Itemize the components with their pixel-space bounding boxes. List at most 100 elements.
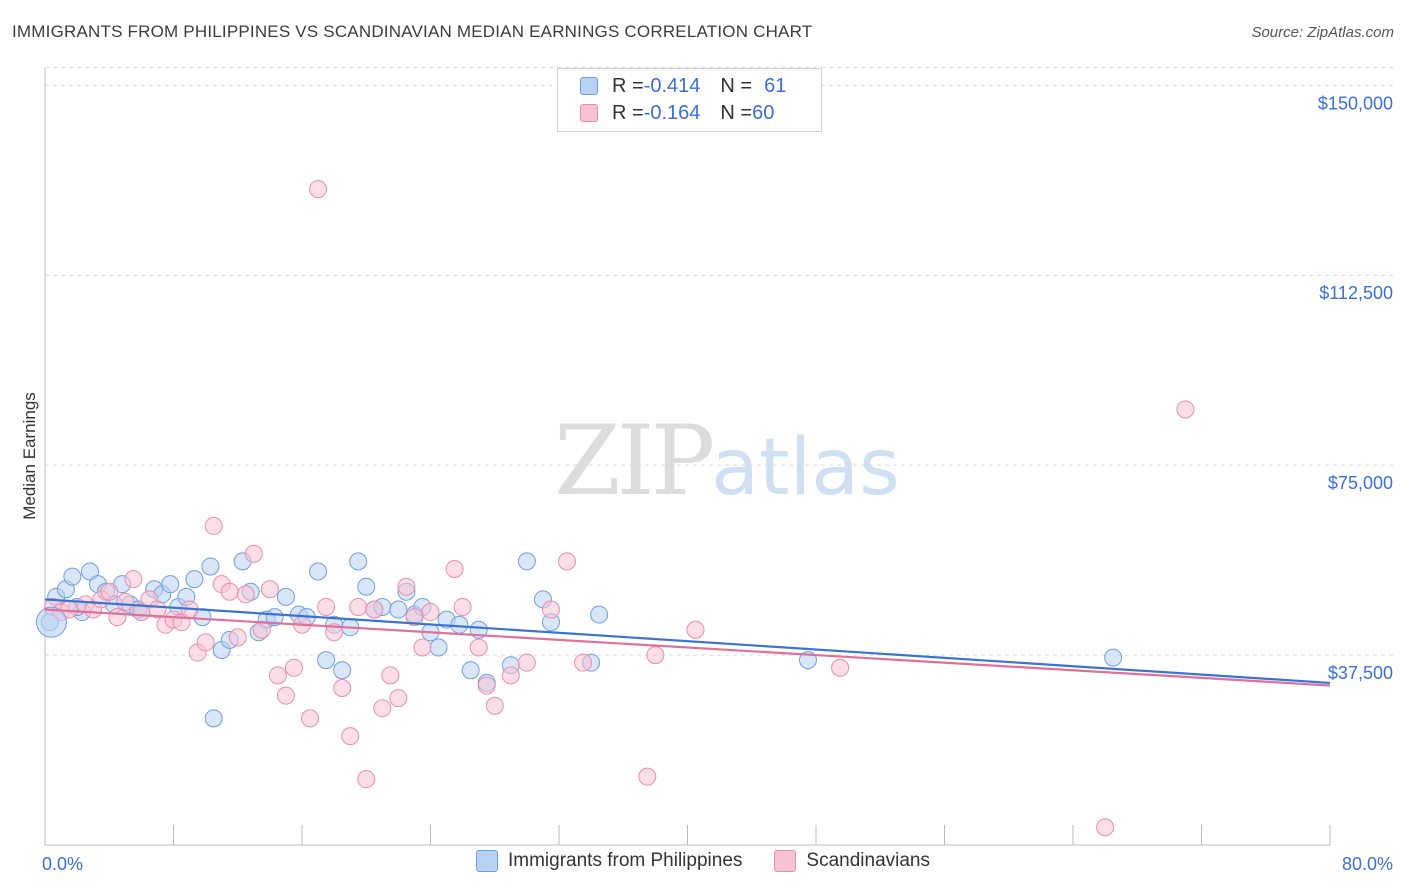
legend-item-scandinavians[interactable]: Scandinavians — [774, 850, 930, 872]
philippines-point — [517, 552, 536, 571]
philippines-point — [1104, 648, 1123, 667]
watermark-atlas: atlas — [711, 423, 900, 513]
philippines-trend-line — [44, 598, 1331, 685]
philippines-point — [349, 552, 368, 571]
philippines-point — [590, 605, 609, 624]
philippines-point — [461, 661, 480, 680]
x-tick-label: 0.0% — [42, 854, 83, 874]
legend-item-philippines[interactable]: Immigrants from Philippines — [475, 850, 743, 872]
scandinavians-point — [421, 603, 440, 622]
scandinavians-point — [349, 597, 368, 616]
philippines-point — [309, 562, 328, 581]
y-tick-label: $150,000 — [1318, 93, 1393, 113]
philippines-swatch — [475, 850, 498, 872]
legend-label: Immigrants from Philippines — [507, 850, 743, 871]
r-label: R = — [612, 101, 644, 124]
scandinavians-point — [405, 608, 424, 627]
scandinavians-point — [228, 628, 247, 647]
scandinavians-point — [244, 544, 263, 563]
scandinavians-point — [646, 646, 665, 665]
legend-label: Scandinavians — [806, 850, 930, 871]
scandinavians-point — [268, 666, 287, 685]
philippines-point — [201, 557, 220, 576]
series-legend: Immigrants from Philippines Scandinavian… — [0, 850, 1406, 872]
scandinavians-point — [100, 582, 119, 601]
scandinavians-point — [397, 577, 416, 596]
scandinavians-point — [1176, 400, 1195, 419]
r-value: -0.414 — [643, 74, 701, 97]
scandinavians-swatch — [580, 104, 598, 122]
watermark: ZIPatlas — [554, 405, 900, 517]
scandinavians-point — [276, 686, 295, 705]
philippines-point — [80, 562, 99, 581]
source-label: Source: ZipAtlas.com — [1251, 24, 1394, 41]
philippines-point — [276, 587, 295, 606]
y-tick-label: $112,500 — [1319, 283, 1393, 303]
scandinavians-point — [831, 658, 850, 677]
scandinavians-point — [309, 180, 328, 199]
n-value: 60 — [752, 101, 775, 124]
philippines-point — [389, 600, 408, 619]
chart-title: IMMIGRANTS FROM PHILIPPINES VS SCANDINAV… — [12, 22, 813, 41]
scandinavians-point — [558, 552, 577, 571]
scandinavians-point — [204, 516, 223, 535]
r-label: R = — [612, 74, 644, 97]
scandinavians-point — [196, 633, 215, 652]
scandinavians-point — [541, 600, 560, 619]
philippines-point — [429, 638, 448, 657]
scandinavians-point — [517, 653, 536, 672]
scandinavians-point — [108, 608, 127, 627]
philippines-point — [161, 575, 180, 594]
scandinavians-point — [220, 582, 239, 601]
y-tick-label: $75,000 — [1328, 473, 1393, 493]
philippines-point — [450, 615, 469, 634]
scandinavians-point — [341, 727, 360, 746]
scandinavians-point — [317, 597, 336, 616]
scandinavians-point — [365, 600, 384, 619]
philippines-point — [185, 570, 204, 589]
scandinavians-point — [116, 592, 135, 611]
philippines-point — [357, 577, 376, 596]
legend-row-philippines: R = -0.414 N = 61 — [580, 73, 786, 99]
scandinavians-point — [284, 658, 303, 677]
philippines-point — [63, 567, 82, 586]
scandinavians-point — [381, 666, 400, 685]
x-tick-label: 80.0% — [1342, 854, 1393, 874]
legend-row-scandinavians: R = -0.164 N = 60 — [580, 100, 774, 126]
n-label: N = — [720, 101, 753, 124]
correlation-legend: R = -0.414 N = 61 R = -0.164 N = 60 — [557, 68, 822, 132]
scandinavians-trend-line — [44, 608, 1331, 687]
scandinavians-point — [124, 570, 143, 589]
scandinavians-point — [301, 709, 320, 728]
philippines-point — [204, 709, 223, 728]
n-value: 61 — [764, 74, 787, 97]
scandinavians-point — [453, 597, 472, 616]
scandinavians-point — [574, 653, 593, 672]
philippines-point — [265, 608, 284, 627]
n-label: N = — [720, 74, 753, 97]
scandinavians-point — [389, 689, 408, 708]
scandinavians-point — [445, 559, 464, 578]
scandinavians-point — [252, 620, 271, 639]
scandinavians-point — [501, 666, 520, 685]
scandinavians-point — [333, 679, 352, 697]
philippines-point — [333, 661, 352, 680]
philippines-point-large — [35, 606, 67, 638]
scandinavians-point — [469, 638, 488, 657]
scandinavians-point — [236, 585, 255, 604]
y-tick-label: $37,500 — [1328, 663, 1393, 683]
scandinavians-swatch — [774, 850, 797, 872]
philippines-swatch — [580, 77, 598, 95]
scandinavians-point — [1096, 818, 1115, 837]
scandinavians-point — [638, 767, 657, 786]
scandinavians-point — [148, 600, 167, 619]
scandinavians-point — [260, 580, 279, 599]
scandinavians-point — [686, 620, 705, 639]
scandinavians-point — [373, 699, 392, 718]
scandinavians-point — [413, 638, 432, 657]
scandinavians-point — [485, 696, 504, 715]
watermark-zip: ZIP — [554, 405, 715, 517]
philippines-point — [317, 651, 336, 670]
r-value: -0.164 — [643, 101, 701, 124]
